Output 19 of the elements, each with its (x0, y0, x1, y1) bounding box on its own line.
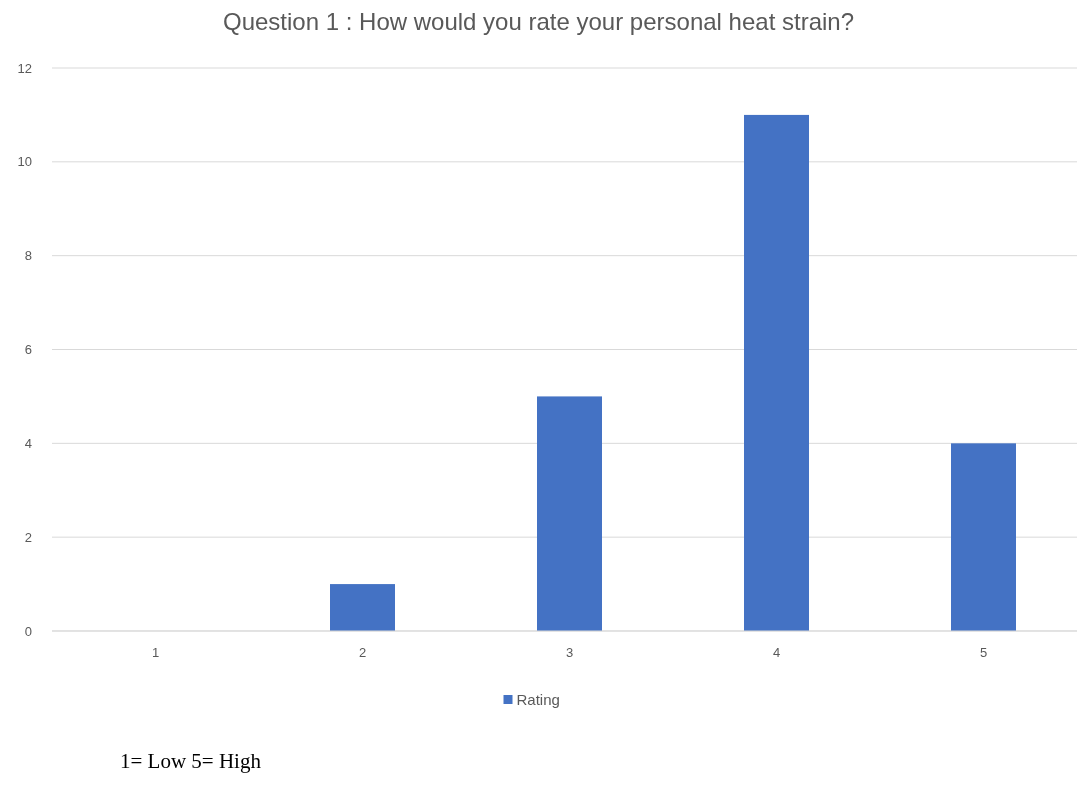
x-tick-label: 5 (979, 645, 988, 660)
bar (951, 443, 1016, 631)
y-tick-label: 4 (24, 435, 32, 451)
y-tick-label: 2 (24, 529, 32, 545)
bar (537, 396, 602, 631)
y-tick-label: 0 (24, 623, 32, 639)
x-tick-label: 3 (565, 645, 574, 660)
x-tick-label: 2 (358, 645, 367, 660)
y-tick-label: 10 (17, 154, 32, 170)
chart-title: Question 1 : How would you rate your personal heat strain? (222, 8, 855, 35)
bar (330, 584, 395, 631)
bar (744, 114, 809, 631)
legend-label: Rating (516, 691, 560, 709)
x-tick-label: 1 (151, 645, 160, 660)
y-tick-label: 6 (24, 342, 32, 358)
x-tick-label: 4 (772, 645, 781, 660)
text: 1= Low 5= High (120, 749, 262, 773)
y-tick-label: 12 (17, 60, 32, 76)
y-tick-label: 8 (24, 248, 32, 264)
